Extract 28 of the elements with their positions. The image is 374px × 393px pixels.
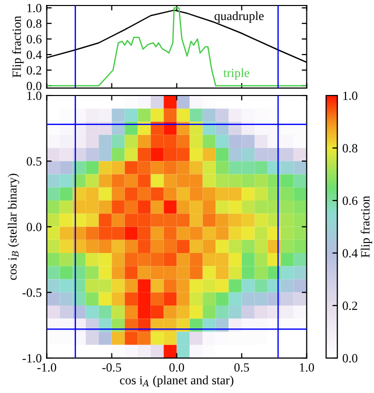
y-tick-label: 0.2 [26,66,42,75]
x-tick-label: -1.0 [37,363,56,372]
color-bar-label: 0.6 [342,196,358,206]
y-tick-label: 1.0 [27,4,42,12]
y-tick-label: 0.0 [26,82,42,90]
y-tick-label: 0.5 [26,157,42,166]
x-tick-label: 1.0 [300,363,314,372]
color-bar-title: Flip fraction [360,196,372,258]
y-tick-label: 0.6 [26,35,42,44]
color-bar-label: 0.4 [342,249,358,258]
y-tick-label: 0.0 [26,222,42,232]
y-tick-label: 1.0 [27,92,42,100]
x-tick-label: 0.0 [169,363,184,372]
y-tick-label: -0.5 [22,288,42,297]
y-tick-label: 0.8 [26,19,42,28]
legend-label: quadruple [214,11,264,23]
color-bar-label: 0.0 [342,354,358,363]
y-tick-label: -1.0 [22,354,42,363]
y-tick-label: 0.4 [26,50,42,60]
x-axis-title: cos i$_{A}$ (planet and star) [120,376,234,387]
x-tick-label: -0.5 [102,363,122,372]
x-tick-label: 0.5 [234,363,250,372]
color-bar-label: 0.8 [342,144,358,153]
color-bar-label: 1.0 [343,92,358,100]
y-axis-title: Flip fraction [12,16,24,78]
color-bar-label: 0.2 [342,302,358,310]
y-axis-title: cos i$_{B}$ (stellar binary) [8,174,20,280]
series-label: triple [223,68,250,80]
